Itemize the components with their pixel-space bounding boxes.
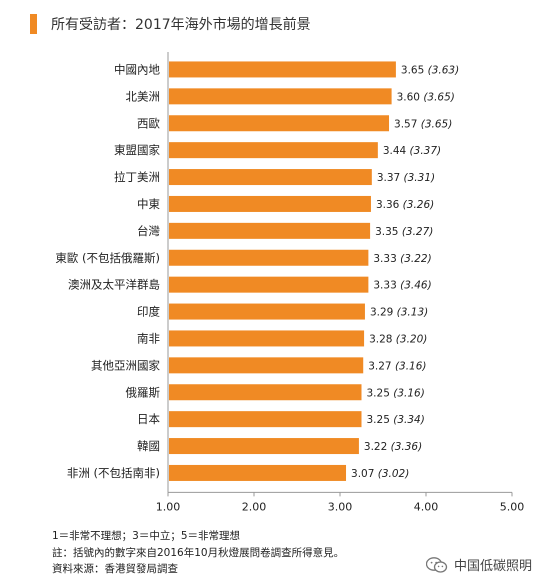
current-value: 3.35	[375, 226, 402, 238]
bar	[169, 384, 362, 401]
bar	[169, 276, 369, 293]
bar	[169, 142, 378, 159]
bar	[169, 61, 396, 78]
previous-value: (3.27)	[402, 226, 434, 238]
value-label: 3.36 (3.26)	[376, 199, 434, 211]
previous-value: (3.65)	[423, 91, 455, 103]
value-label: 3.44 (3.37)	[383, 145, 441, 157]
current-value: 3.27	[368, 360, 395, 372]
current-value: 3.37	[377, 172, 404, 184]
bar	[169, 438, 359, 455]
x-tick-label: 3.00	[328, 500, 353, 513]
category-label: 東歐 (不包括俄羅斯)	[55, 251, 160, 265]
value-label: 3.35 (3.27)	[375, 226, 433, 238]
value-label: 3.22 (3.36)	[364, 441, 422, 453]
previous-value: (3.20)	[396, 333, 428, 345]
bar	[169, 88, 392, 105]
x-tick-label: 1.00	[156, 500, 181, 513]
previous-value: (3.26)	[403, 199, 435, 211]
current-value: 3.22	[364, 441, 391, 453]
value-label: 3.65 (3.63)	[401, 64, 459, 76]
current-value: 3.25	[367, 387, 394, 399]
bar	[169, 169, 372, 186]
bar	[169, 249, 369, 266]
note-scale: 1＝非常不理想；3＝中立；5＝非常理想	[52, 530, 241, 542]
value-label: 3.25 (3.34)	[367, 414, 425, 426]
current-value: 3.33	[373, 253, 400, 265]
bar	[169, 303, 365, 320]
current-value: 3.28	[369, 333, 396, 345]
notes: 1＝非常不理想；3＝中立；5＝非常理想 註：括號內的數字來自2016年10月秋燈…	[52, 528, 344, 578]
current-value: 3.33	[373, 280, 400, 292]
bar	[169, 411, 362, 428]
previous-value: (3.16)	[393, 387, 425, 399]
category-label: 澳洲及太平洋群島	[68, 278, 160, 292]
category-label: 日本	[137, 412, 160, 426]
category-label: 東盟國家	[114, 143, 160, 157]
bar	[169, 357, 364, 374]
previous-value: (3.31)	[404, 172, 436, 184]
previous-value: (3.65)	[421, 118, 453, 130]
x-tick-label: 5.00	[500, 500, 525, 513]
value-label: 3.07 (3.02)	[351, 468, 409, 480]
value-label: 3.25 (3.16)	[367, 387, 425, 399]
current-value: 3.44	[383, 145, 410, 157]
current-value: 3.29	[370, 307, 397, 319]
category-label: 拉丁美洲	[114, 170, 160, 184]
chart-title: 所有受訪者：2017年海外市場的增長前景	[51, 17, 311, 33]
x-tick-label: 4.00	[414, 500, 439, 513]
value-label: 3.57 (3.65)	[394, 118, 452, 130]
current-value: 3.57	[394, 118, 421, 130]
category-label: 俄羅斯	[126, 385, 161, 399]
watermark-text: 中国低碳照明	[454, 559, 533, 574]
x-tick-label: 2.00	[242, 500, 267, 513]
previous-value: (3.02)	[378, 468, 410, 480]
previous-value: (3.63)	[428, 64, 460, 76]
current-value: 3.60	[397, 91, 424, 103]
category-label: 中東	[137, 197, 160, 211]
category-label: 西歐	[137, 116, 160, 130]
value-label: 3.28 (3.20)	[369, 333, 427, 345]
previous-value: (3.34)	[393, 414, 425, 426]
current-value: 3.07	[351, 468, 378, 480]
category-label: 台灣	[137, 224, 160, 238]
bar	[169, 330, 365, 347]
current-value: 3.65	[401, 64, 428, 76]
wechat-icon	[426, 556, 448, 573]
category-label: 其他亞洲國家	[91, 358, 160, 372]
category-label: 中國內地	[114, 62, 160, 76]
value-label: 3.33 (3.22)	[373, 253, 431, 265]
value-label: 3.37 (3.31)	[377, 172, 435, 184]
watermark: 中国低碳照明	[426, 555, 532, 574]
category-label: 印度	[137, 305, 160, 319]
current-value: 3.36	[376, 199, 403, 211]
value-label: 3.60 (3.65)	[397, 91, 455, 103]
previous-value: (3.16)	[395, 360, 427, 372]
previous-value: (3.13)	[397, 307, 429, 319]
bar	[169, 195, 371, 212]
category-label: 北美洲	[126, 89, 161, 103]
bar	[169, 222, 371, 239]
previous-value: (3.46)	[400, 280, 432, 292]
current-value: 3.25	[367, 414, 394, 426]
note-brackets: 註：括號內的數字來自2016年10月秋燈展問卷調查所得意見。	[52, 546, 345, 559]
title-row: 所有受訪者：2017年海外市場的增長前景	[30, 12, 311, 36]
previous-value: (3.36)	[391, 441, 423, 453]
value-label: 3.29 (3.13)	[370, 307, 428, 319]
previous-value: (3.37)	[410, 145, 442, 157]
value-label: 3.33 (3.46)	[373, 280, 431, 292]
category-label: 非洲 (不包括南非)	[67, 466, 160, 480]
value-label: 3.27 (3.16)	[368, 360, 426, 372]
category-label: 韓國	[137, 439, 160, 453]
title-marker	[30, 14, 37, 34]
note-source: 資料來源：香港貿發局調查	[52, 563, 178, 575]
previous-value: (3.22)	[400, 253, 432, 265]
bar	[169, 115, 390, 132]
bar	[169, 464, 347, 481]
bar-chart: 中國內地 3.65 (3.63) 北美洲 3.60 (3.65) 西歐 3.57 (3.6…	[55, 52, 525, 513]
category-label: 南非	[137, 331, 160, 345]
